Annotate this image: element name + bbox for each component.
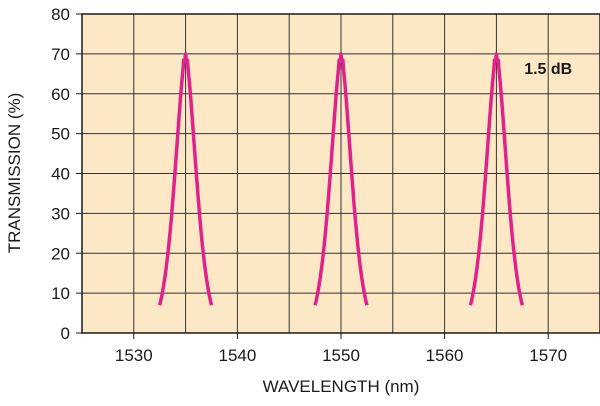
- x-tick-label: 1570: [529, 346, 567, 365]
- y-tick-labels: 0 10 20 30 40 50 60 70 80: [51, 5, 82, 343]
- annotations: 1.5 dB: [524, 61, 572, 78]
- transmission-peak: [468, 52, 525, 306]
- y-tick-label: 70: [51, 45, 70, 64]
- y-axis-label: TRANSMISSION (%): [5, 93, 24, 254]
- y-tick-label: 60: [51, 85, 70, 104]
- x-tick-labels: 1530 1540 1550 1560 1570: [115, 333, 567, 365]
- y-tick-label: 0: [61, 324, 70, 343]
- x-tick-label: 1560: [426, 346, 464, 365]
- y-tick-label: 10: [51, 284, 70, 303]
- transmission-peak: [157, 52, 214, 306]
- y-tick-label: 40: [51, 165, 70, 184]
- y-tick-label: 80: [51, 5, 70, 24]
- y-tick-label: 20: [51, 244, 70, 263]
- x-axis-label: WAVELENGTH (nm): [263, 377, 420, 396]
- y-tick-label: 30: [51, 204, 70, 223]
- y-tick-label: 50: [51, 125, 70, 144]
- series-layer: [157, 52, 525, 306]
- annotation-label: 1.5 dB: [524, 61, 572, 78]
- x-tick-label: 1550: [322, 346, 360, 365]
- transmission-peak: [313, 52, 369, 306]
- x-tick-label: 1530: [115, 346, 153, 365]
- x-tick-label: 1540: [218, 346, 256, 365]
